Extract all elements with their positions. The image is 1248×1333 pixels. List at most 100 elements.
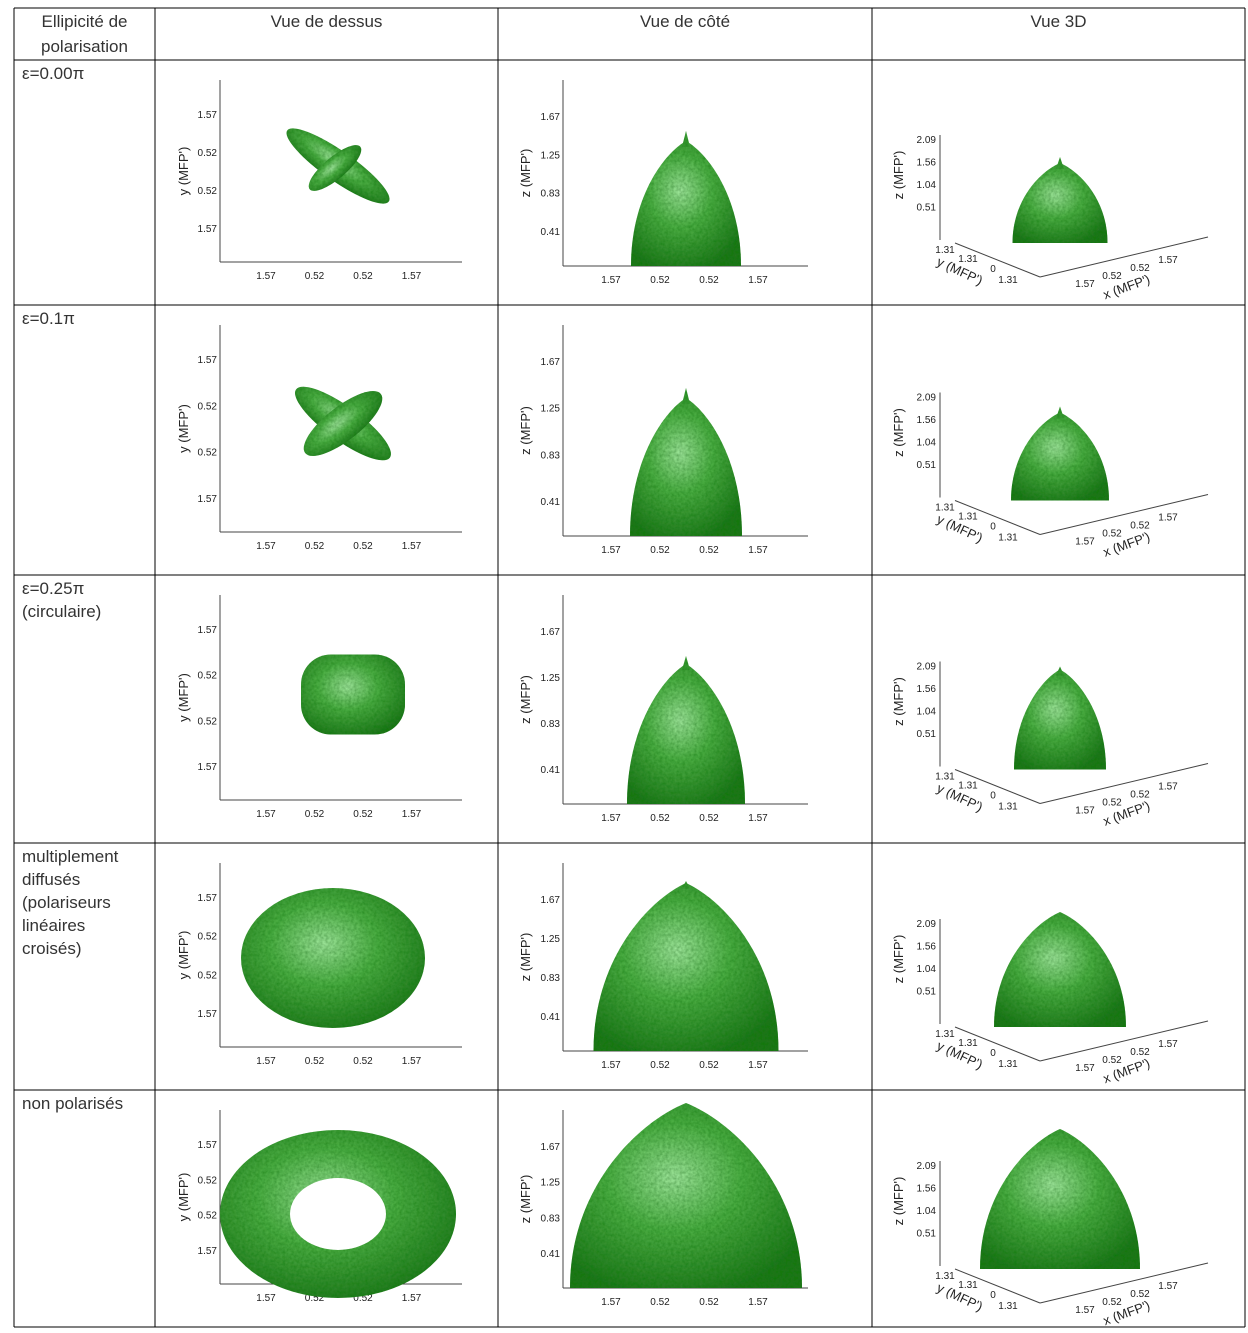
x-tick-label: 0.52 (1102, 1297, 1122, 1308)
x-tick-label: 0.52 (650, 1297, 670, 1308)
y-tick-label: 0.52 (198, 148, 218, 159)
z-tick-label: 0.51 (917, 460, 937, 471)
side-view-plot: 1.67 1.25 0.83 0.41 1.57 0.52 0.52 1.57 (541, 595, 808, 824)
y-tick-label: 0 (990, 1290, 996, 1301)
z-axis-label: z (MFP') (518, 933, 533, 982)
top-view-plot: 1.57 0.52 0.52 1.57 1.57 0.52 0.52 1.57 (198, 325, 462, 552)
z-tick-label: 1.04 (917, 180, 937, 191)
y-tick-label: 1.57 (198, 893, 218, 904)
blob (1012, 163, 1108, 243)
y-tick-label: 1.31 (958, 254, 978, 265)
axis (954, 1026, 1041, 1062)
x-tick-label: 0.52 (353, 809, 373, 820)
blob (1011, 412, 1109, 501)
x-tick-label: 0.52 (1130, 1289, 1150, 1300)
x-tick-label: 1.57 (1158, 782, 1178, 793)
blob (303, 391, 383, 456)
x-tick-label: 0.52 (305, 809, 325, 820)
side-view-plot: 1.67 1.25 0.83 0.41 1.57 0.52 0.52 1.57 (541, 80, 808, 286)
z-axis-label: z (MFP') (518, 149, 533, 198)
blob (1014, 669, 1106, 770)
shape (295, 386, 391, 461)
row-label: ε=0.00π (22, 64, 84, 83)
x-tick-label: 1.57 (1075, 279, 1095, 290)
z-tick-label: 1.25 (541, 673, 561, 684)
y-axis-label: y (MFP') (176, 147, 191, 196)
y-tick-label: 0.52 (198, 1175, 218, 1186)
header-text: Vue 3D (1030, 12, 1086, 31)
x-tick-label: 0.52 (1102, 271, 1122, 282)
x-tick-label: 0.52 (305, 541, 325, 552)
z-tick-label: 1.04 (917, 438, 937, 449)
blob (631, 141, 741, 266)
z-axis-label: z (MFP') (518, 406, 533, 455)
y-tick-label: 0 (990, 264, 996, 275)
x-tick-label: 0.52 (1102, 1055, 1122, 1066)
x-tick-label: 0.52 (353, 1293, 373, 1304)
blob (570, 1103, 802, 1288)
y-tick-label: 1.57 (198, 1009, 218, 1020)
y-tick-label: 1.57 (198, 355, 218, 366)
z-tick-label: 1.67 (541, 627, 561, 638)
blob (593, 883, 779, 1051)
z-tick-label: 1.25 (541, 934, 561, 945)
x-tick-label: 0.52 (1130, 263, 1150, 274)
z-tick-label: 1.56 (917, 684, 937, 695)
z-tick-label: 1.25 (541, 404, 561, 415)
x-tick-label: 0.52 (699, 545, 719, 556)
z-tick-label: 2.09 (917, 135, 937, 146)
y-tick-label: 1.31 (958, 1038, 978, 1049)
y-tick-label: 0.52 (198, 716, 218, 727)
y-tick-label: 1.31 (935, 1271, 955, 1282)
blob (994, 912, 1126, 1027)
row-label: linéaires (22, 916, 85, 935)
axis (954, 769, 1041, 804)
x-tick-label: 0.52 (650, 545, 670, 556)
z-tick-label: 0.83 (541, 189, 561, 200)
z-tick-label: 1.67 (541, 357, 561, 368)
z-tick-label: 1.04 (917, 1206, 937, 1217)
z-tick-label: 0.41 (541, 227, 561, 238)
x-tick-label: 1.57 (601, 275, 621, 286)
y-tick-label: 0.52 (198, 1211, 218, 1222)
z-tick-label: 0.83 (541, 719, 561, 730)
shape (241, 888, 425, 1028)
z-tick-label: 1.56 (917, 415, 937, 426)
x-tick-label: 1.57 (748, 1060, 768, 1071)
z-tick-label: 1.56 (917, 158, 937, 169)
x-tick-label: 0.52 (1130, 790, 1150, 801)
row-label: ε=0.1π (22, 309, 75, 328)
y-tick-label: 1.31 (998, 275, 1018, 286)
shape (220, 1130, 456, 1298)
x-tick-label: 0.52 (699, 813, 719, 824)
x-tick-label: 0.52 (1130, 1047, 1150, 1058)
side-view-plot: 1.67 1.25 0.83 0.41 1.57 0.52 0.52 1.57 (541, 863, 808, 1071)
x-tick-label: 0.52 (353, 1056, 373, 1067)
y-tick-label: 1.31 (998, 802, 1018, 813)
x-tick-label: 1.57 (256, 1293, 276, 1304)
blob-tip (682, 131, 690, 147)
x-tick-label: 0.52 (699, 1297, 719, 1308)
x-tick-label: 1.57 (402, 1293, 422, 1304)
x-tick-label: 0.52 (1130, 521, 1150, 532)
row-label: diffusés (22, 870, 80, 889)
y-tick-label: 1.57 (198, 625, 218, 636)
header-text: polarisation (41, 37, 128, 56)
z-tick-label: 0.51 (917, 987, 937, 998)
blob (220, 1130, 456, 1298)
z-tick-label: 0.51 (917, 729, 937, 740)
y-tick-label: 1.31 (958, 1280, 978, 1291)
x-tick-label: 0.52 (353, 541, 373, 552)
z-tick-label: 1.56 (917, 1184, 937, 1195)
blob (980, 1129, 1140, 1269)
side-view-plot: 1.67 1.25 0.83 0.41 1.57 0.52 0.52 1.57 (541, 1103, 808, 1308)
x-tick-label: 1.57 (402, 541, 422, 552)
shape (286, 128, 390, 204)
z-tick-label: 0.41 (541, 765, 561, 776)
y-tick-label: 1.57 (198, 1246, 218, 1257)
x-tick-label: 0.52 (305, 271, 325, 282)
x-tick-label: 1.57 (1158, 513, 1178, 524)
